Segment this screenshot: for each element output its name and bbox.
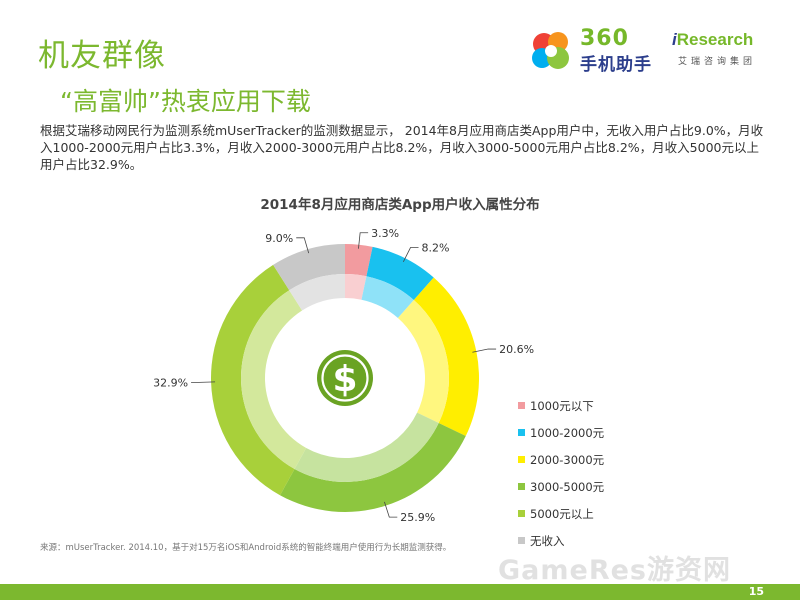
legend-item: 1000元以下 [518, 392, 604, 419]
donut-slice-outer [280, 423, 466, 512]
donut-data-label: 20.6% [499, 343, 534, 356]
chart-title: 2014年8月应用商店类App用户收入属性分布 [260, 197, 540, 213]
iresearch-logo-cn: 艾瑞咨询集团 [678, 57, 757, 67]
donut-data-labels: 3.3% 8.2% 20.6% 25.9% 32.9% 9.0% [153, 227, 534, 524]
legend-label: 2000-3000元 [530, 452, 605, 467]
donut-data-label: 25.9% [400, 511, 435, 524]
slide-subtitle: “高富帅”热衷应用下载 [60, 87, 311, 116]
360-logo-text: 手机助手 [580, 55, 652, 75]
donut-slice-inner [345, 274, 367, 300]
donut-slice-outer [413, 277, 479, 437]
donut-slice-inner [240, 290, 307, 469]
svg-text:$: $ [332, 359, 357, 400]
legend-swatch [518, 483, 525, 490]
donut-slice-outer [366, 246, 434, 301]
legend-swatch [518, 510, 525, 517]
donut-leader-line [296, 237, 310, 254]
footer-bar [0, 584, 800, 600]
dollar-sign-icon: $ [317, 350, 373, 406]
donut-inner-ring [240, 274, 450, 482]
donut-slice-inner [397, 300, 450, 424]
legend-label: 5000元以上 [530, 506, 594, 521]
page-number: 15 [748, 585, 764, 598]
donut-leader-line [358, 232, 369, 249]
donut-data-label: 9.0% [265, 232, 293, 245]
legend-item: 3000-5000元 [518, 473, 604, 500]
description-text: 根据艾瑞移动网民行为监测系统mUserTracker的监测数据显示， 2014年… [40, 123, 764, 172]
donut-data-label: 32.9% [153, 376, 188, 389]
donut-outer-ring [211, 244, 479, 512]
iresearch-logo: iResearch 艾瑞咨询集团 [672, 30, 782, 74]
360-logo-icon [532, 32, 569, 69]
donut-leader-line [384, 501, 398, 518]
iresearch-logo-text: iResearch [672, 30, 753, 50]
legend-label: 1000元以下 [530, 398, 594, 413]
360-logo-number: 360 [580, 26, 629, 51]
legend-label: 无收入 [530, 533, 565, 548]
legend-item: 无收入 [518, 527, 604, 554]
legend-swatch [518, 429, 525, 436]
source-note: 来源：mUserTracker. 2014.10，基于对15万名iOS和Andr… [40, 543, 452, 553]
360-logo: 360 手机助手 [528, 26, 668, 76]
donut-leader-lines [191, 232, 497, 518]
donut-leader-line [402, 247, 419, 263]
donut-data-label: 8.2% [422, 242, 450, 255]
donut-slice-inner [361, 276, 414, 319]
legend-item: 1000-2000元 [518, 419, 604, 446]
legend-label: 1000-2000元 [530, 425, 605, 440]
watermark: GameRes游资网 [498, 555, 732, 586]
legend-label: 3000-5000元 [530, 479, 605, 494]
legend-item: 2000-3000元 [518, 446, 604, 473]
iresearch-logo-word: Research [676, 30, 754, 49]
chart-legend: 1000元以下 1000-2000元 2000-3000元 3000-5000元 500… [518, 392, 604, 554]
donut-slice-outer [211, 264, 295, 496]
donut-leader-line [472, 348, 497, 353]
donut-slice-outer [273, 244, 345, 291]
legend-item: 5000元以上 [518, 500, 604, 527]
legend-swatch [518, 537, 525, 544]
iresearch-logo-i: i [672, 30, 677, 49]
legend-swatch [518, 456, 525, 463]
donut-slice-inner [289, 274, 345, 311]
donut-data-label: 3.3% [371, 227, 399, 240]
slide-title: 机友群像 [38, 38, 166, 74]
donut-slice-outer [345, 244, 373, 277]
legend-swatch [518, 402, 525, 409]
donut-slice-inner [294, 412, 439, 482]
